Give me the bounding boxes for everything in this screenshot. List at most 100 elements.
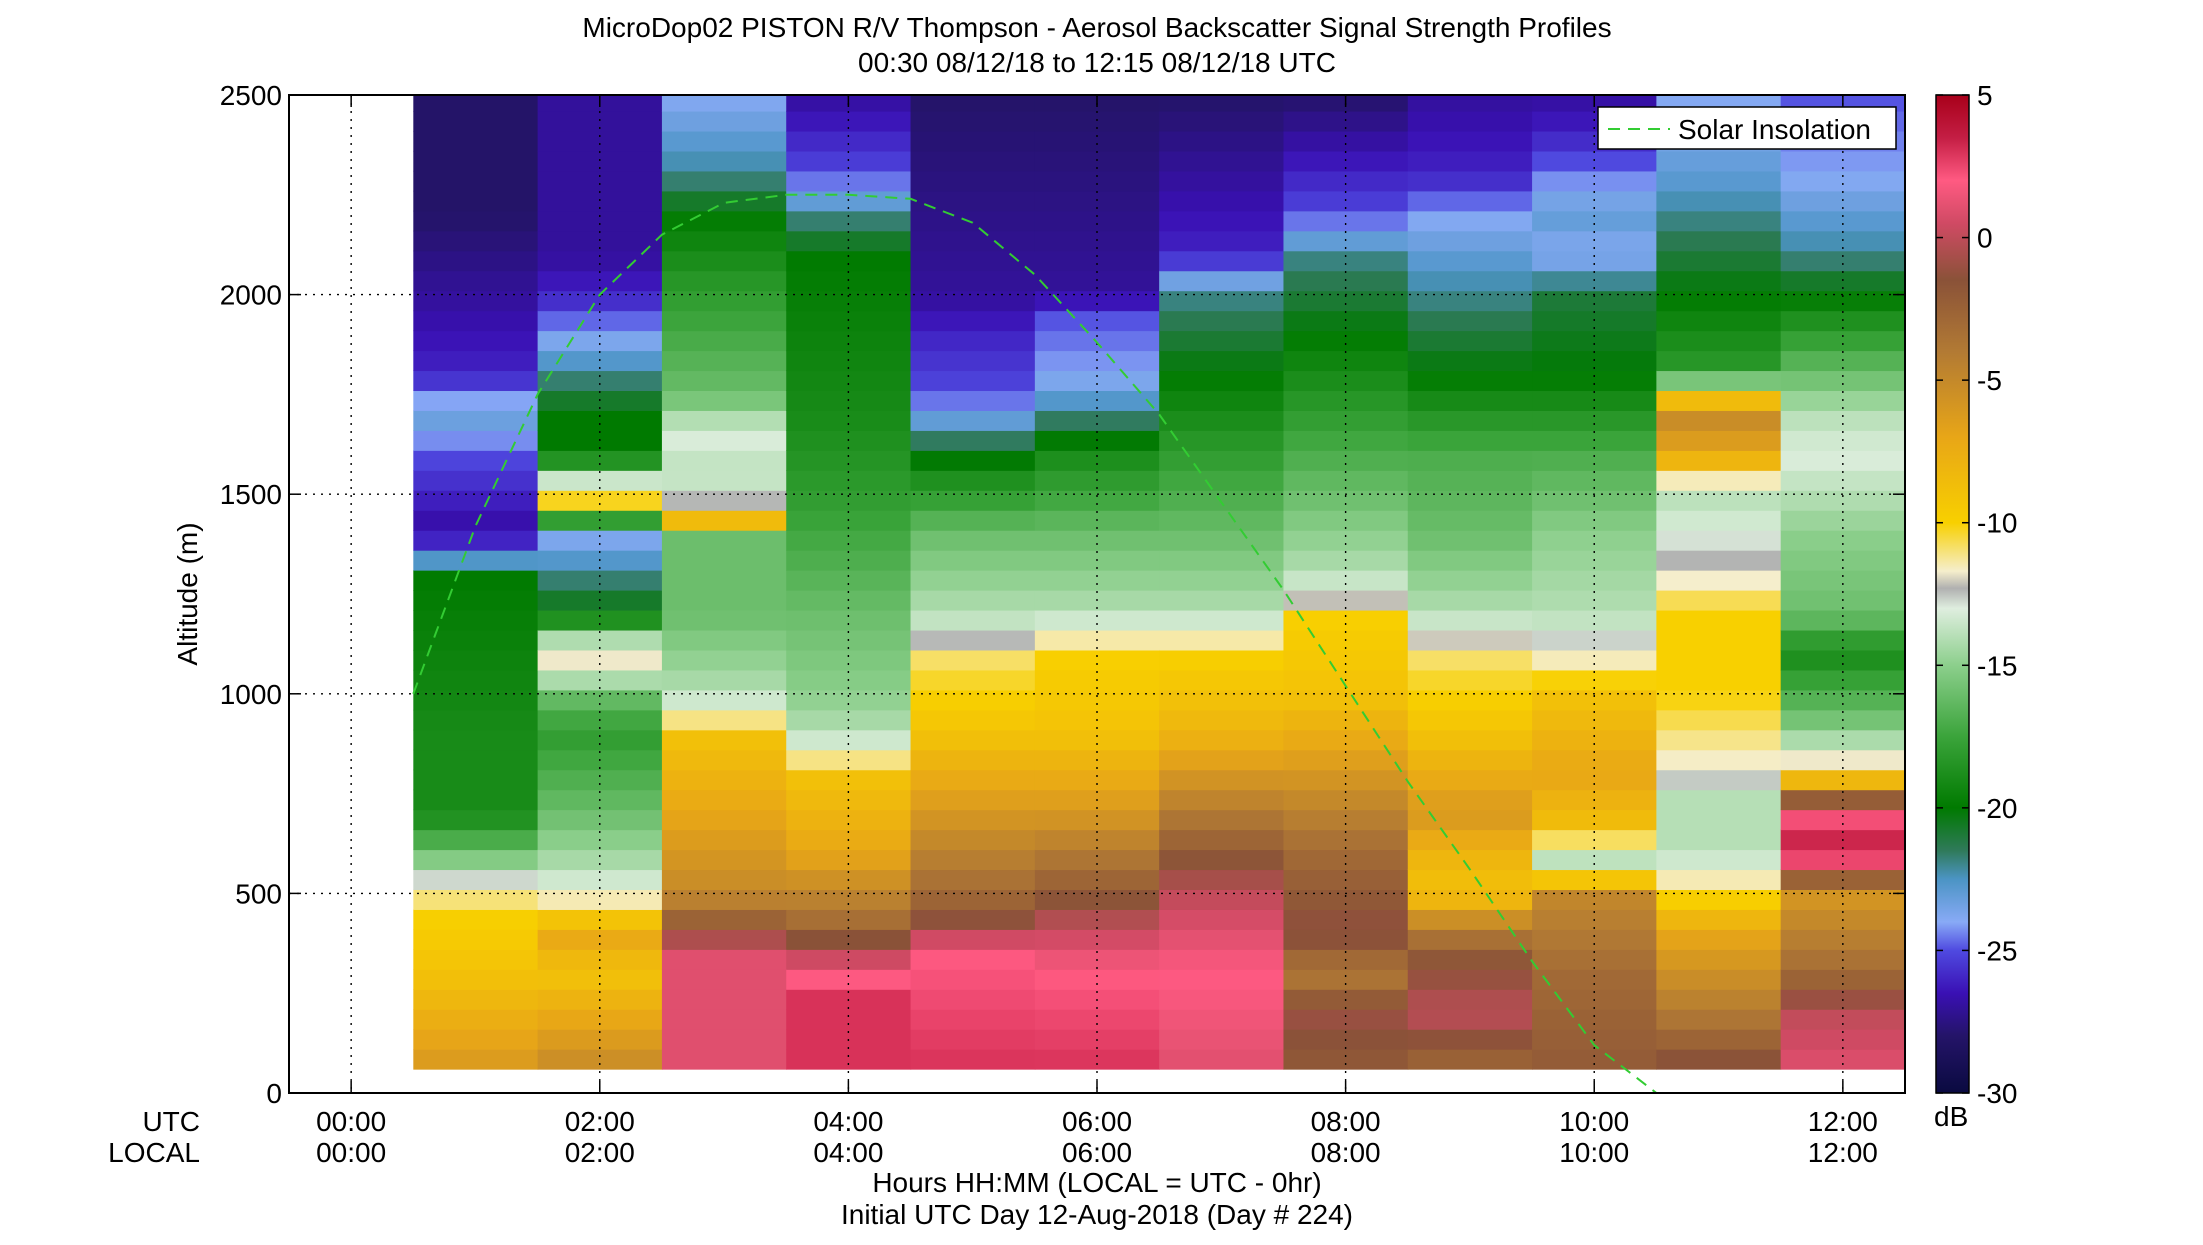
heatmap-cell (1532, 929, 1657, 950)
heatmap-cell (537, 290, 663, 312)
heatmap-cell (1034, 1009, 1160, 1030)
heatmap-cell (1532, 729, 1657, 751)
heatmap-cell (1532, 370, 1657, 392)
heatmap-cell (661, 270, 787, 292)
heatmap-cell (910, 649, 1036, 671)
heatmap-cell (1407, 130, 1533, 152)
heatmap-cell (1780, 330, 1905, 352)
heatmap-cell (1532, 450, 1657, 471)
heatmap-cell (910, 929, 1036, 950)
heatmap-cell (910, 1049, 1036, 1070)
x-tick-label-utc: 02:00 (565, 1106, 635, 1137)
heatmap-cell (1532, 330, 1657, 352)
heatmap-cell (910, 370, 1036, 392)
heatmap-cell (413, 1009, 539, 1030)
heatmap-cell (910, 829, 1036, 851)
heatmap-cell (413, 130, 539, 152)
heatmap-cell (661, 330, 787, 352)
local-row-label: LOCAL (108, 1137, 200, 1168)
colorbar-tick-label: -30 (1977, 1078, 2017, 1109)
heatmap-cell (1283, 110, 1409, 132)
heatmap-cell (1407, 210, 1533, 232)
heatmap-cell (1159, 470, 1285, 491)
footer-text: Initial UTC Day 12-Aug-2018 (Day # 224) (841, 1199, 1353, 1230)
heatmap-cell (1159, 909, 1285, 930)
heatmap-cell (910, 669, 1036, 691)
heatmap-cell (661, 150, 787, 172)
heatmap-cell (1532, 1049, 1657, 1070)
heatmap-cell (1656, 170, 1782, 192)
heatmap-cell (1159, 570, 1285, 591)
heatmap-cell (1407, 769, 1533, 791)
heatmap-cell (1283, 450, 1409, 471)
heatmap-cell (661, 210, 787, 232)
heatmap-cell (1159, 150, 1285, 172)
heatmap-cell (1407, 150, 1533, 172)
heatmap-cell (1407, 809, 1533, 831)
heatmap-cell (1159, 530, 1285, 551)
heatmap-cell (1656, 709, 1782, 731)
heatmap-cell (1780, 570, 1905, 591)
heatmap-cell (1283, 689, 1409, 711)
heatmap-cell (786, 450, 912, 471)
heatmap-cell (1407, 709, 1533, 731)
heatmap-cell (661, 1029, 787, 1050)
heatmap-cell (910, 510, 1036, 531)
colorbar-tick-label: 5 (1977, 80, 1993, 111)
heatmap-cell (1407, 829, 1533, 851)
heatmap-cell (910, 749, 1036, 771)
heatmap-cell (1532, 230, 1657, 252)
heatmap-cell (1034, 689, 1160, 711)
heatmap-cell (910, 689, 1036, 711)
heatmap-cell (1159, 510, 1285, 531)
heatmap-cell (1656, 470, 1782, 491)
heatmap-cell (910, 410, 1036, 431)
heatmap-cell (1034, 450, 1160, 471)
heatmap-cell (537, 609, 663, 631)
heatmap-cell (413, 550, 539, 571)
heatmap-cell (1656, 889, 1782, 910)
x-tick-labels: 00:00 02:00 04:00 06:00 08:00 10:00 12:00 00:00… (316, 1106, 1878, 1168)
heatmap-cell (1780, 649, 1905, 671)
heatmap-cell (1034, 969, 1160, 990)
heatmap-cell (1034, 410, 1160, 431)
heatmap-cell (537, 450, 663, 471)
heatmap-cell (1034, 889, 1160, 910)
heatmap-cell (661, 230, 787, 252)
heatmap-cell (910, 909, 1036, 930)
heatmap-cell (786, 570, 912, 591)
heatmap-cell (1407, 490, 1533, 511)
heatmap-cell (413, 490, 539, 511)
heatmap-cell (786, 150, 912, 172)
x-tick-label-utc: 04:00 (813, 1106, 883, 1137)
heatmap-cell (1283, 889, 1409, 910)
heatmap-cell (1407, 909, 1533, 930)
heatmap-cell (1780, 410, 1905, 431)
heatmap-cell (910, 190, 1036, 212)
heatmap-cell (661, 989, 787, 1010)
heatmap-cell (910, 809, 1036, 831)
colorbar: 5 0 -5 -10 -15 -20 -25 -30 dB (1934, 80, 2017, 1132)
heatmap-cell (1656, 210, 1782, 232)
heatmap-cell (1656, 330, 1782, 352)
heatmap-cell (1159, 430, 1285, 451)
heatmap-cell (1159, 350, 1285, 372)
heatmap-cell (1532, 809, 1657, 831)
heatmap-cell (661, 510, 787, 531)
heatmap-cell (413, 330, 539, 352)
heatmap-cell (786, 1049, 912, 1070)
heatmap-cell (413, 390, 539, 411)
heatmap-cell (786, 609, 912, 631)
heatmap-cell (1780, 769, 1905, 791)
heatmap-cell (1656, 749, 1782, 771)
heatmap-cell (910, 1029, 1036, 1050)
heatmap-cell (1034, 290, 1160, 312)
heatmap-cell (1283, 649, 1409, 671)
heatmap-cell (1159, 490, 1285, 511)
heatmap-cell (537, 929, 663, 950)
heatmap-cell (1532, 889, 1657, 910)
heatmap-cell (1407, 749, 1533, 771)
heatmap-cell (1532, 689, 1657, 711)
heatmap-cell (1532, 530, 1657, 551)
heatmap-cell (1283, 729, 1409, 751)
